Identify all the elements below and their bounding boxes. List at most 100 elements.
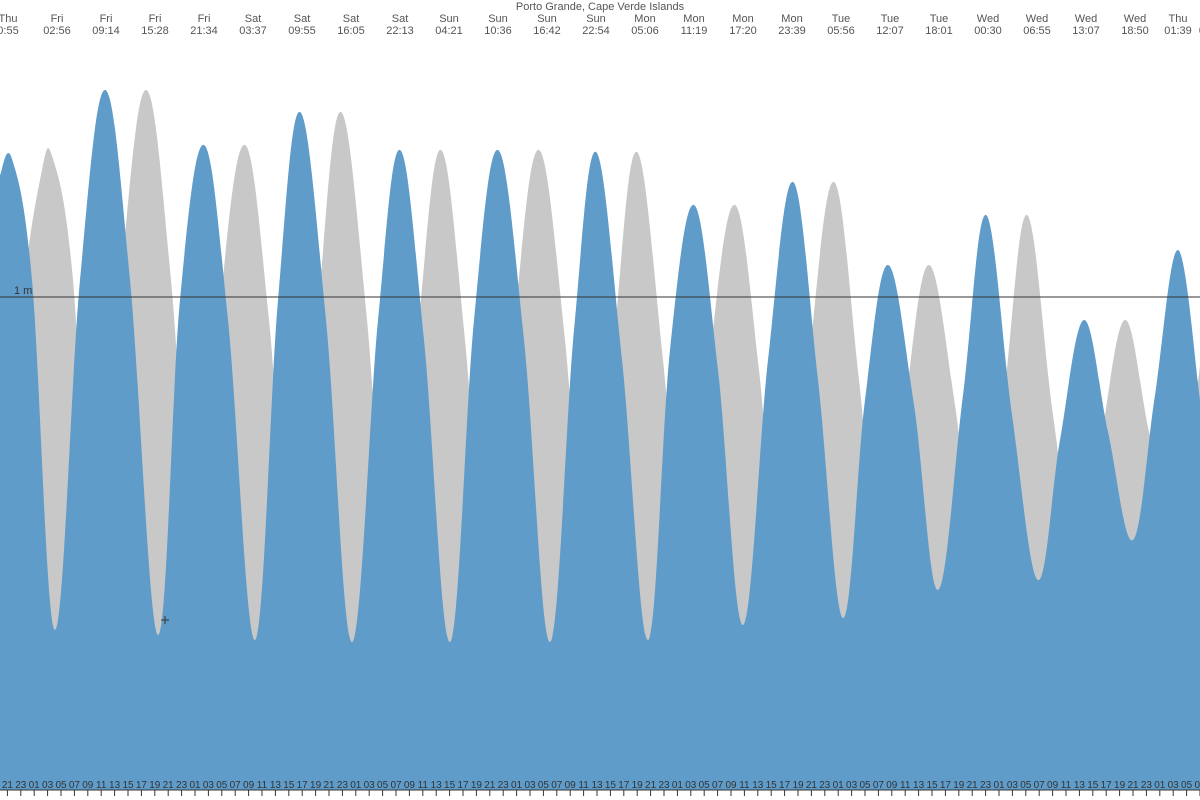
header-time: 09:55 xyxy=(288,25,316,37)
header-time: 22:54 xyxy=(582,25,610,37)
x-axis-tick-label: 13 xyxy=(109,780,121,791)
x-axis-tick-label: 17 xyxy=(297,780,309,791)
header-day: Tue xyxy=(881,13,900,25)
header-time: 02:56 xyxy=(43,25,71,37)
x-axis-tick-label: 13 xyxy=(913,780,925,791)
reference-line-label: 1 m xyxy=(14,285,32,297)
header-time: 18:01 xyxy=(925,25,953,37)
header-time: 05:06 xyxy=(631,25,659,37)
header-time: 16:05 xyxy=(337,25,365,37)
x-axis-tick-label: 21 xyxy=(645,780,657,791)
header-day: Wed xyxy=(1075,13,1097,25)
header-day: Wed xyxy=(1124,13,1146,25)
x-axis-tick-label: 13 xyxy=(270,780,282,791)
x-axis-tick-label: 15 xyxy=(1087,780,1099,791)
x-axis-tick-label: 17 xyxy=(618,780,630,791)
x-axis-tick-label: 03 xyxy=(1007,780,1019,791)
header-day: Sat xyxy=(343,13,360,25)
header-day: Thu xyxy=(1169,13,1188,25)
header-time: 10:36 xyxy=(484,25,512,37)
x-axis-tick-label: 03 xyxy=(364,780,376,791)
header-day: Wed xyxy=(1026,13,1048,25)
x-axis-tick-label: 11 xyxy=(900,780,911,791)
x-axis-tick-label: 17 xyxy=(779,780,791,791)
x-axis-tick-label: 15 xyxy=(444,780,456,791)
header-day: Mon xyxy=(732,13,753,25)
header-day: Sat xyxy=(294,13,311,25)
x-axis-tick-label: 19 xyxy=(953,780,965,791)
header-day: Tue xyxy=(832,13,851,25)
x-axis-tick-label: 15 xyxy=(926,780,938,791)
x-axis-tick-label: 05 xyxy=(538,780,550,791)
x-axis-tick-label: 07 xyxy=(712,780,724,791)
header-time: 12:07 xyxy=(876,25,904,37)
x-axis-tick-label: 15 xyxy=(605,780,617,791)
x-axis-tick-label: 15 xyxy=(283,780,295,791)
x-axis-tick-label: 01 xyxy=(672,780,684,791)
x-axis-tick-label: 19 xyxy=(632,780,644,791)
x-axis-tick-label: 09 xyxy=(725,780,737,791)
x-axis-tick-label: 21 xyxy=(323,780,335,791)
x-axis-tick-label: 05 xyxy=(55,780,67,791)
header-time: 01:39 xyxy=(1164,25,1192,37)
x-axis-tick-label: 09 xyxy=(82,780,94,791)
x-axis-tick-label: 21 xyxy=(806,780,818,791)
x-axis-tick-label: 09 xyxy=(1047,780,1059,791)
x-axis-tick-label: 03 xyxy=(846,780,858,791)
x-axis-tick-label: 15 xyxy=(766,780,778,791)
header-time: 16:42 xyxy=(533,25,561,37)
x-axis-tick-label: 01 xyxy=(350,780,362,791)
x-axis-tick-label: 23 xyxy=(15,780,27,791)
x-axis-tick-label: 03 xyxy=(524,780,536,791)
header-day: Mon xyxy=(634,13,655,25)
x-axis-tick-label: 05 xyxy=(1181,780,1193,791)
header-time: 06:55 xyxy=(1023,25,1051,37)
x-axis-tick-label: 11 xyxy=(96,780,107,791)
x-axis-tick-label: 05 xyxy=(699,780,711,791)
x-axis-tick-label: 23 xyxy=(980,780,992,791)
header-time: 00:30 xyxy=(974,25,1002,37)
header-day: Sun xyxy=(586,13,606,25)
x-axis-tick-label: 17 xyxy=(1101,780,1113,791)
header-day: Thu xyxy=(0,13,17,25)
header-day: Fri xyxy=(198,13,211,25)
x-axis-tick-label: 01 xyxy=(29,780,41,791)
x-axis-tick-label: 11 xyxy=(578,780,589,791)
x-axis-tick-label: 21 xyxy=(2,780,14,791)
header-time: 04:21 xyxy=(435,25,463,37)
x-axis-tick-label: 13 xyxy=(752,780,764,791)
x-axis-tick-label: 13 xyxy=(591,780,603,791)
x-axis-tick-label: 05 xyxy=(859,780,871,791)
x-axis-tick-label: 19 xyxy=(149,780,161,791)
x-axis-tick-label: 23 xyxy=(1141,780,1153,791)
x-axis-tick-label: 07 xyxy=(69,780,81,791)
x-axis-tick-label: 21 xyxy=(967,780,979,791)
x-axis-tick-label: 03 xyxy=(1168,780,1180,791)
header-day: Fri xyxy=(51,13,64,25)
x-axis-tick-label: 13 xyxy=(1074,780,1086,791)
x-axis-tick-label: 07 xyxy=(1194,780,1200,791)
x-axis-tick-label: 19 xyxy=(471,780,483,791)
x-axis-tick-label: 09 xyxy=(565,780,577,791)
x-axis-tick-label: 11 xyxy=(1061,780,1072,791)
header-time: 17:20 xyxy=(729,25,757,37)
header-time: 21:34 xyxy=(190,25,218,37)
header-time: 09:14 xyxy=(92,25,120,37)
x-axis-tick-label: 21 xyxy=(163,780,175,791)
header-day: Sat xyxy=(245,13,262,25)
x-axis-tick-label: 11 xyxy=(418,780,429,791)
x-axis-tick-label: 09 xyxy=(243,780,255,791)
x-axis-tick-label: 07 xyxy=(390,780,402,791)
x-axis-tick-label: 05 xyxy=(377,780,389,791)
header-day: Tue xyxy=(930,13,949,25)
x-axis-tick-label: 23 xyxy=(498,780,510,791)
x-axis-tick-label: 21 xyxy=(1127,780,1139,791)
x-axis-tick-label: 23 xyxy=(658,780,670,791)
header-day: Fri xyxy=(100,13,113,25)
x-axis-tick-label: 19 xyxy=(310,780,322,791)
x-axis-tick-label: 05 xyxy=(216,780,228,791)
header-time: 15:28 xyxy=(141,25,169,37)
x-axis-tick-label: 09 xyxy=(886,780,898,791)
header-time: 11:19 xyxy=(681,25,708,37)
chart-title: Porto Grande, Cape Verde Islands xyxy=(516,1,685,13)
